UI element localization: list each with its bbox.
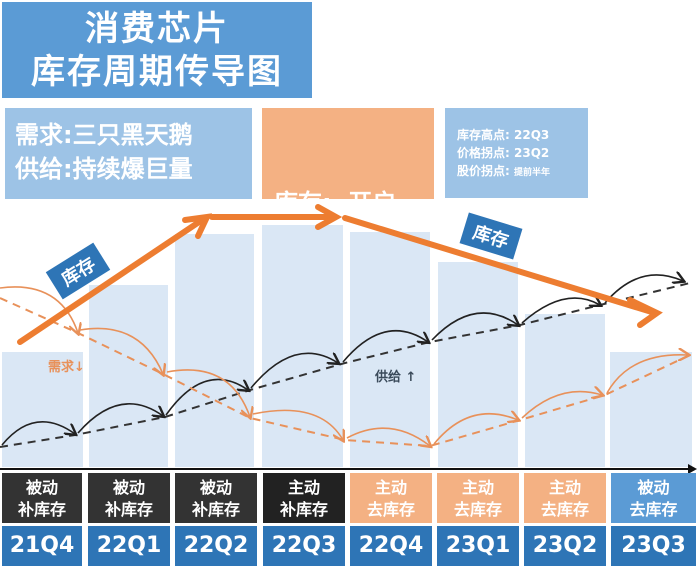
- demand-supply-box: 需求:三只黑天鹅 供给:持续爆巨量: [5, 108, 252, 199]
- phase-22q4: 主动 去库存: [350, 473, 432, 523]
- phase-line2: 去库存: [540, 500, 589, 519]
- phase-line2: 补库存: [17, 500, 66, 519]
- phase-line1: 被动: [199, 478, 232, 497]
- phase-23q3: 被动 去库存: [611, 473, 696, 523]
- phase-21q4: 被动 补库存: [2, 473, 82, 523]
- supply-label: 供给 ↑: [375, 370, 417, 385]
- stock-inflection-label: 股价拐点:: [457, 164, 510, 178]
- quarter-23q3: 23Q3: [611, 526, 696, 566]
- bar-22q2: [175, 234, 254, 467]
- inventory-peak-row: 库存高点: 22Q3: [457, 126, 588, 144]
- inventory-line1: 库存: 开启: [274, 189, 397, 217]
- price-inflection-label: 价格拐点:: [457, 146, 510, 160]
- phase-line1: 主动: [461, 478, 494, 497]
- phase-line2: 补库存: [191, 500, 240, 519]
- phase-line1: 被动: [112, 478, 145, 497]
- phase-line2: 去库存: [366, 500, 415, 519]
- phase-line2: 补库存: [279, 500, 328, 519]
- phase-line1: 主动: [374, 478, 407, 497]
- demand-text: 需求:三只黑天鹅: [15, 121, 193, 149]
- supply-text: 供给:持续爆巨量: [15, 155, 193, 183]
- title-line1: 消费芯片: [85, 9, 229, 49]
- stock-inflection-value: 提前半年: [514, 168, 551, 178]
- stock-inflection-row: 股价拐点: 提前半年: [457, 162, 588, 182]
- bar-21q4: [2, 352, 83, 467]
- quarter-21q4: 21Q4: [2, 526, 82, 566]
- title-box: 消费芯片 库存周期传导图: [2, 2, 312, 98]
- quarter-22q1: 22Q1: [88, 526, 170, 566]
- bar-22q3: [262, 225, 343, 467]
- demand-label: 需求↓: [48, 360, 85, 375]
- phase-22q3: 主动 补库存: [263, 473, 345, 523]
- phase-22q1: 被动 补库存: [88, 473, 170, 523]
- phase-line1: 主动: [287, 478, 320, 497]
- phase-line2: 去库存: [453, 500, 502, 519]
- bar-23q3: [610, 352, 692, 467]
- phase-22q2: 被动 补库存: [175, 473, 257, 523]
- price-inflection-value: 23Q2: [514, 146, 550, 160]
- phase-line1: 被动: [25, 478, 58, 497]
- price-inflection-row: 价格拐点: 23Q2: [457, 144, 588, 162]
- quarter-22q3: 22Q3: [263, 526, 345, 566]
- inventory-peak-value: 22Q3: [514, 128, 550, 142]
- quarter-23q2: 23Q2: [524, 526, 606, 566]
- inventory-peak-label: 库存高点:: [457, 128, 510, 142]
- quarter-22q2: 22Q2: [175, 526, 257, 566]
- phase-23q2: 主动 去库存: [524, 473, 606, 523]
- phase-line2: 补库存: [104, 500, 153, 519]
- phase-line1: 被动: [637, 478, 670, 497]
- info-box: 库存高点: 22Q3 价格拐点: 23Q2 股价拐点: 提前半年: [445, 108, 588, 198]
- phase-line2: 去库存: [629, 500, 678, 519]
- quarter-23q1: 23Q1: [437, 526, 519, 566]
- phase-23q1: 主动 去库存: [437, 473, 519, 523]
- title-line2: 库存周期传导图: [31, 52, 283, 92]
- phase-line1: 主动: [548, 478, 581, 497]
- quarter-22q4: 22Q4: [350, 526, 432, 566]
